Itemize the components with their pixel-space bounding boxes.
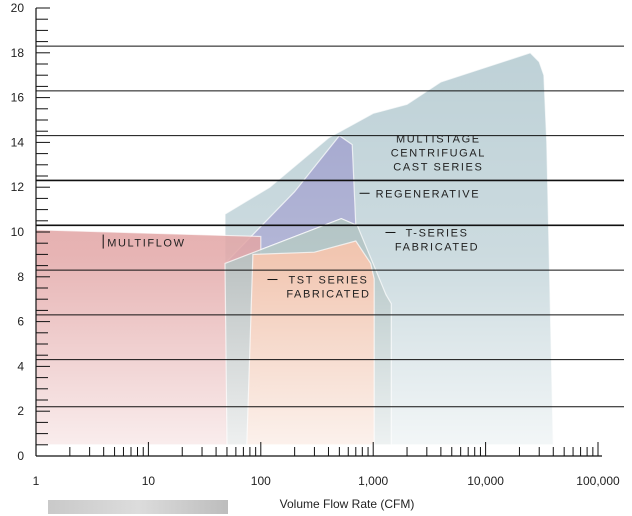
label-line-multistage: MULTISTAGE [396, 133, 481, 145]
fade-overlay [36, 8, 624, 456]
x-axis-title: Volume Flow Rate (CFM) [280, 497, 415, 511]
label-line-fabricated: FABRICATED [395, 241, 479, 253]
label-line-t-series: T-SERIES [406, 227, 469, 239]
label-line-multiflow: MULTIFLOW [107, 238, 185, 250]
x-tick-label-100000: 100,000 [576, 474, 620, 488]
y-tick-label-20: 20 [11, 1, 25, 15]
y-tick-label-0: 0 [17, 449, 24, 463]
legend-swatch [48, 500, 228, 514]
y-tick-label-12: 12 [11, 180, 25, 194]
region-labels: MULTISTAGE CENTRIFUGAL CAST SERIES REGENERA… [102, 133, 486, 301]
label-regenerative: REGENERATIVE [359, 188, 481, 200]
label-line-cast-series: CAST SERIES [393, 161, 483, 173]
y-tick-label-6: 6 [17, 315, 24, 329]
label-line-tst-series: TST SERIES [288, 275, 368, 287]
label-line-centrifugal: CENTRIFUGAL [391, 147, 486, 159]
label-line-fabricated: FABRICATED [286, 289, 370, 301]
axes: 0 2 4 6 8 10 12 14 16 18 20 1 10 100 1,000 10,000 100,00… [11, 1, 620, 488]
label-line-regenerative: REGENERATIVE [376, 188, 481, 200]
y-tick-label-2: 2 [17, 404, 24, 418]
x-tick-label-1000: 1,000 [358, 474, 388, 488]
label-multistage-centrifugal-cast-series: MULTISTAGE CENTRIFUGAL CAST SERIES [391, 133, 486, 173]
x-tick-label-100: 100 [251, 474, 271, 488]
y-tick-label-4: 4 [17, 359, 24, 373]
label-multiflow: MULTIFLOW [102, 234, 185, 250]
grid-lines [36, 45, 624, 408]
x-tick-label-10000: 10,000 [467, 474, 504, 488]
label-t-series-fabricated: T-SERIES FABRICATED [385, 227, 479, 253]
y-tick-label-10: 10 [11, 225, 25, 239]
x-tick-label-10: 10 [142, 474, 156, 488]
y-tick-label-14: 14 [11, 135, 25, 149]
y-tick-label-16: 16 [11, 91, 25, 105]
x-tick-label-1: 1 [33, 474, 40, 488]
y-tick-label-8: 8 [17, 270, 24, 284]
y-tick-label-18: 18 [11, 46, 25, 60]
label-tst-series-fabricated: TST SERIES FABRICATED [267, 275, 370, 301]
